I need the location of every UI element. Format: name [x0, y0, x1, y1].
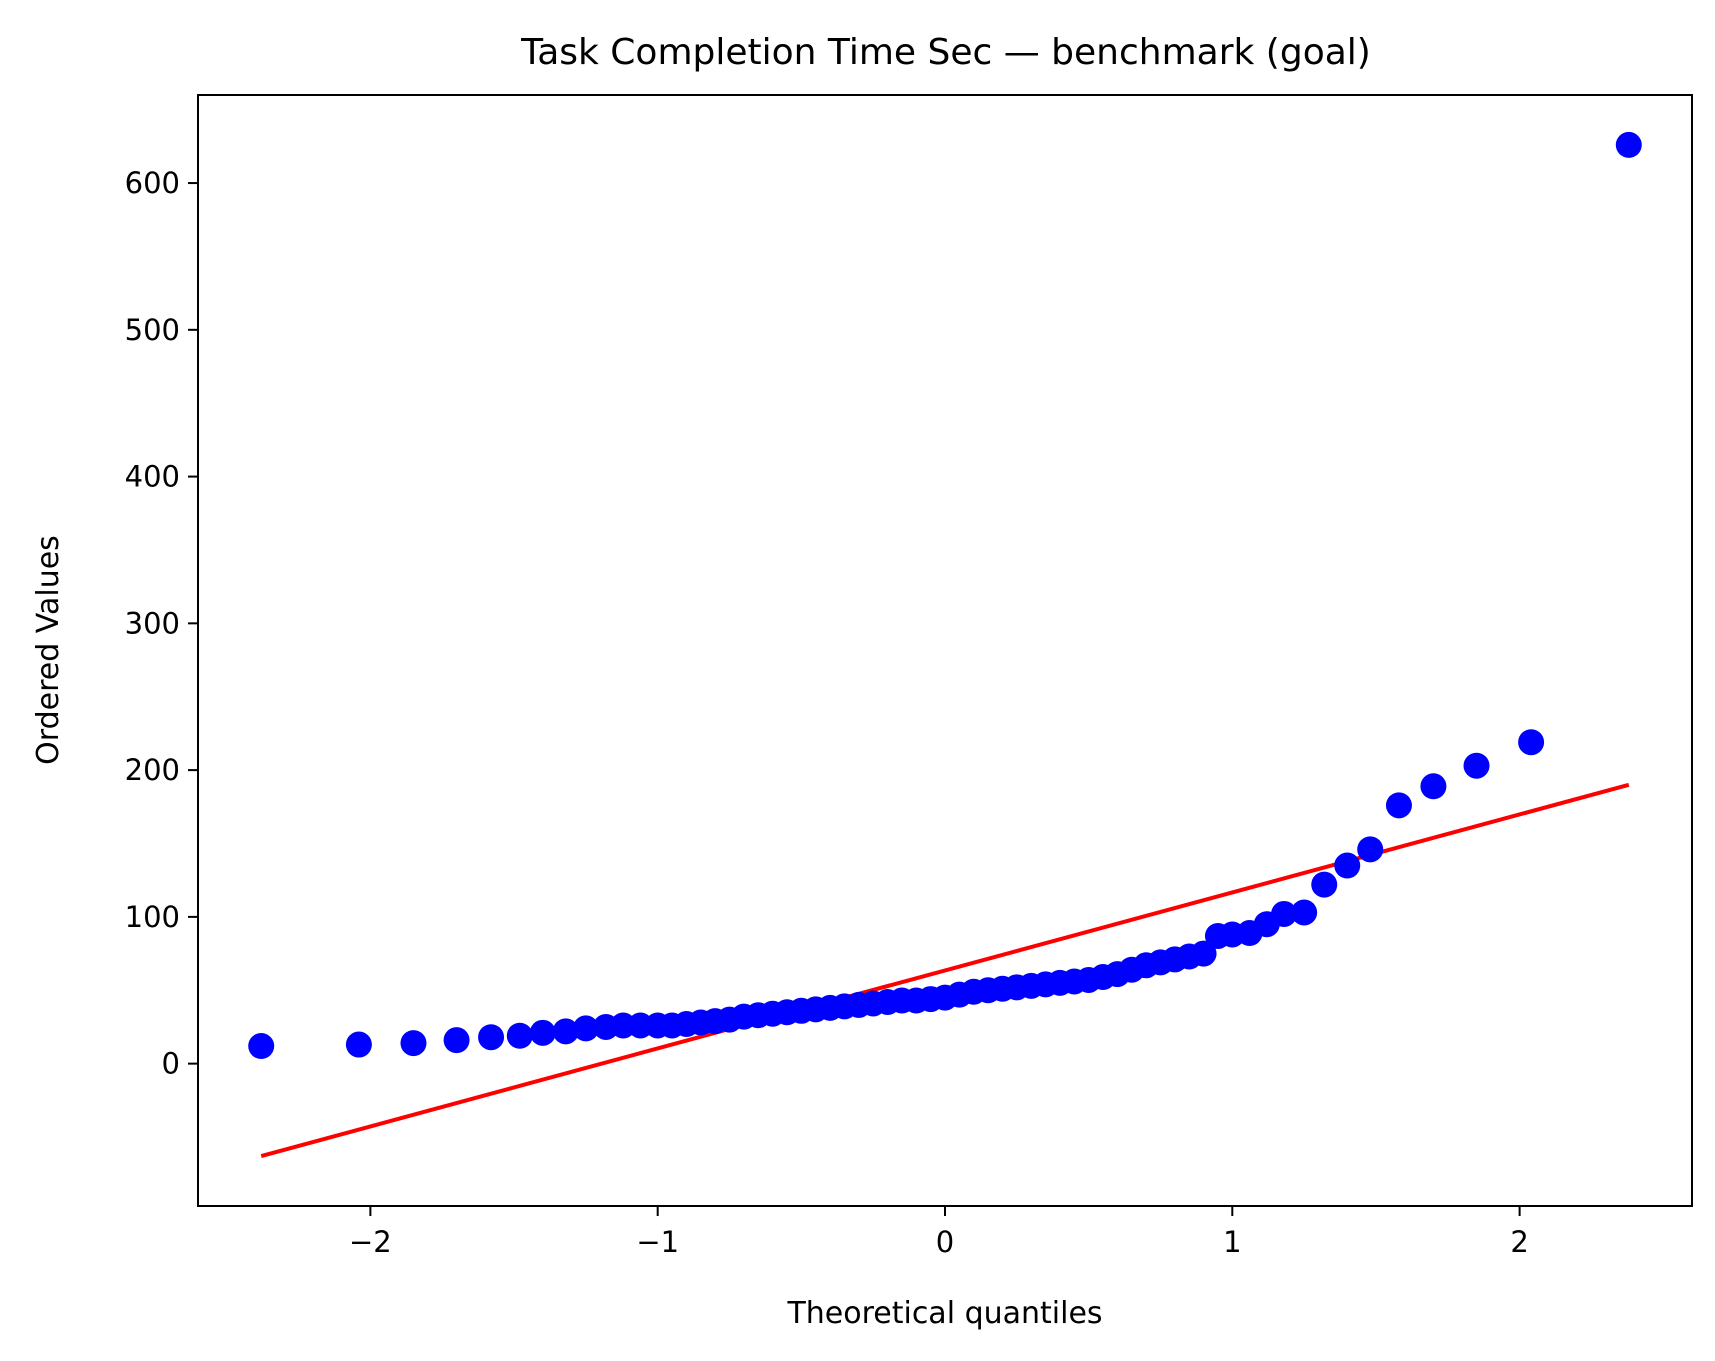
- y-tick-label: 200: [125, 753, 180, 787]
- data-point: [1334, 852, 1361, 879]
- x-tick-label: −1: [636, 1225, 679, 1259]
- chart-title: Task Completion Time Sec — benchmark (go…: [520, 32, 1371, 73]
- data-point: [1385, 792, 1412, 819]
- data-point: [1357, 836, 1384, 863]
- x-tick-label: 2: [1510, 1225, 1528, 1259]
- data-point: [1291, 899, 1318, 926]
- y-tick-label: 0: [162, 1047, 180, 1081]
- y-axis-label: Ordered Values: [31, 535, 66, 765]
- data-point: [1463, 752, 1490, 779]
- data-point: [248, 1033, 275, 1060]
- data-point: [1615, 131, 1642, 158]
- data-point: [529, 1019, 556, 1046]
- data-point: [345, 1031, 372, 1058]
- data-point: [1518, 729, 1545, 756]
- data-point: [443, 1027, 470, 1054]
- y-tick-label: 600: [125, 166, 180, 200]
- x-tick-label: 0: [936, 1225, 954, 1259]
- data-point: [1271, 900, 1298, 927]
- fit-line-layer: [260, 782, 1630, 1159]
- data-point: [400, 1030, 427, 1057]
- data-point: [478, 1024, 505, 1051]
- x-tick-label: −2: [349, 1225, 392, 1259]
- data-point: [1311, 871, 1338, 898]
- y-axis-ticks: 0 100 200 300 400 500 600: [125, 166, 198, 1081]
- y-tick-label: 500: [125, 313, 180, 347]
- data-points-layer: [248, 131, 1642, 1060]
- data-point: [506, 1022, 533, 1049]
- data-point: [1190, 940, 1217, 967]
- y-tick-label: 300: [125, 606, 180, 640]
- y-tick-label: 100: [125, 900, 180, 934]
- x-axis-ticks: −2 −1 0 1 2: [349, 1206, 1529, 1259]
- y-tick-label: 400: [125, 460, 180, 494]
- data-point: [572, 1015, 599, 1042]
- data-point: [552, 1018, 579, 1045]
- data-point: [1420, 773, 1447, 800]
- fit-line: [260, 782, 1630, 1159]
- x-axis-label: Theoretical quantiles: [786, 1296, 1102, 1331]
- x-tick-label: 1: [1223, 1225, 1241, 1259]
